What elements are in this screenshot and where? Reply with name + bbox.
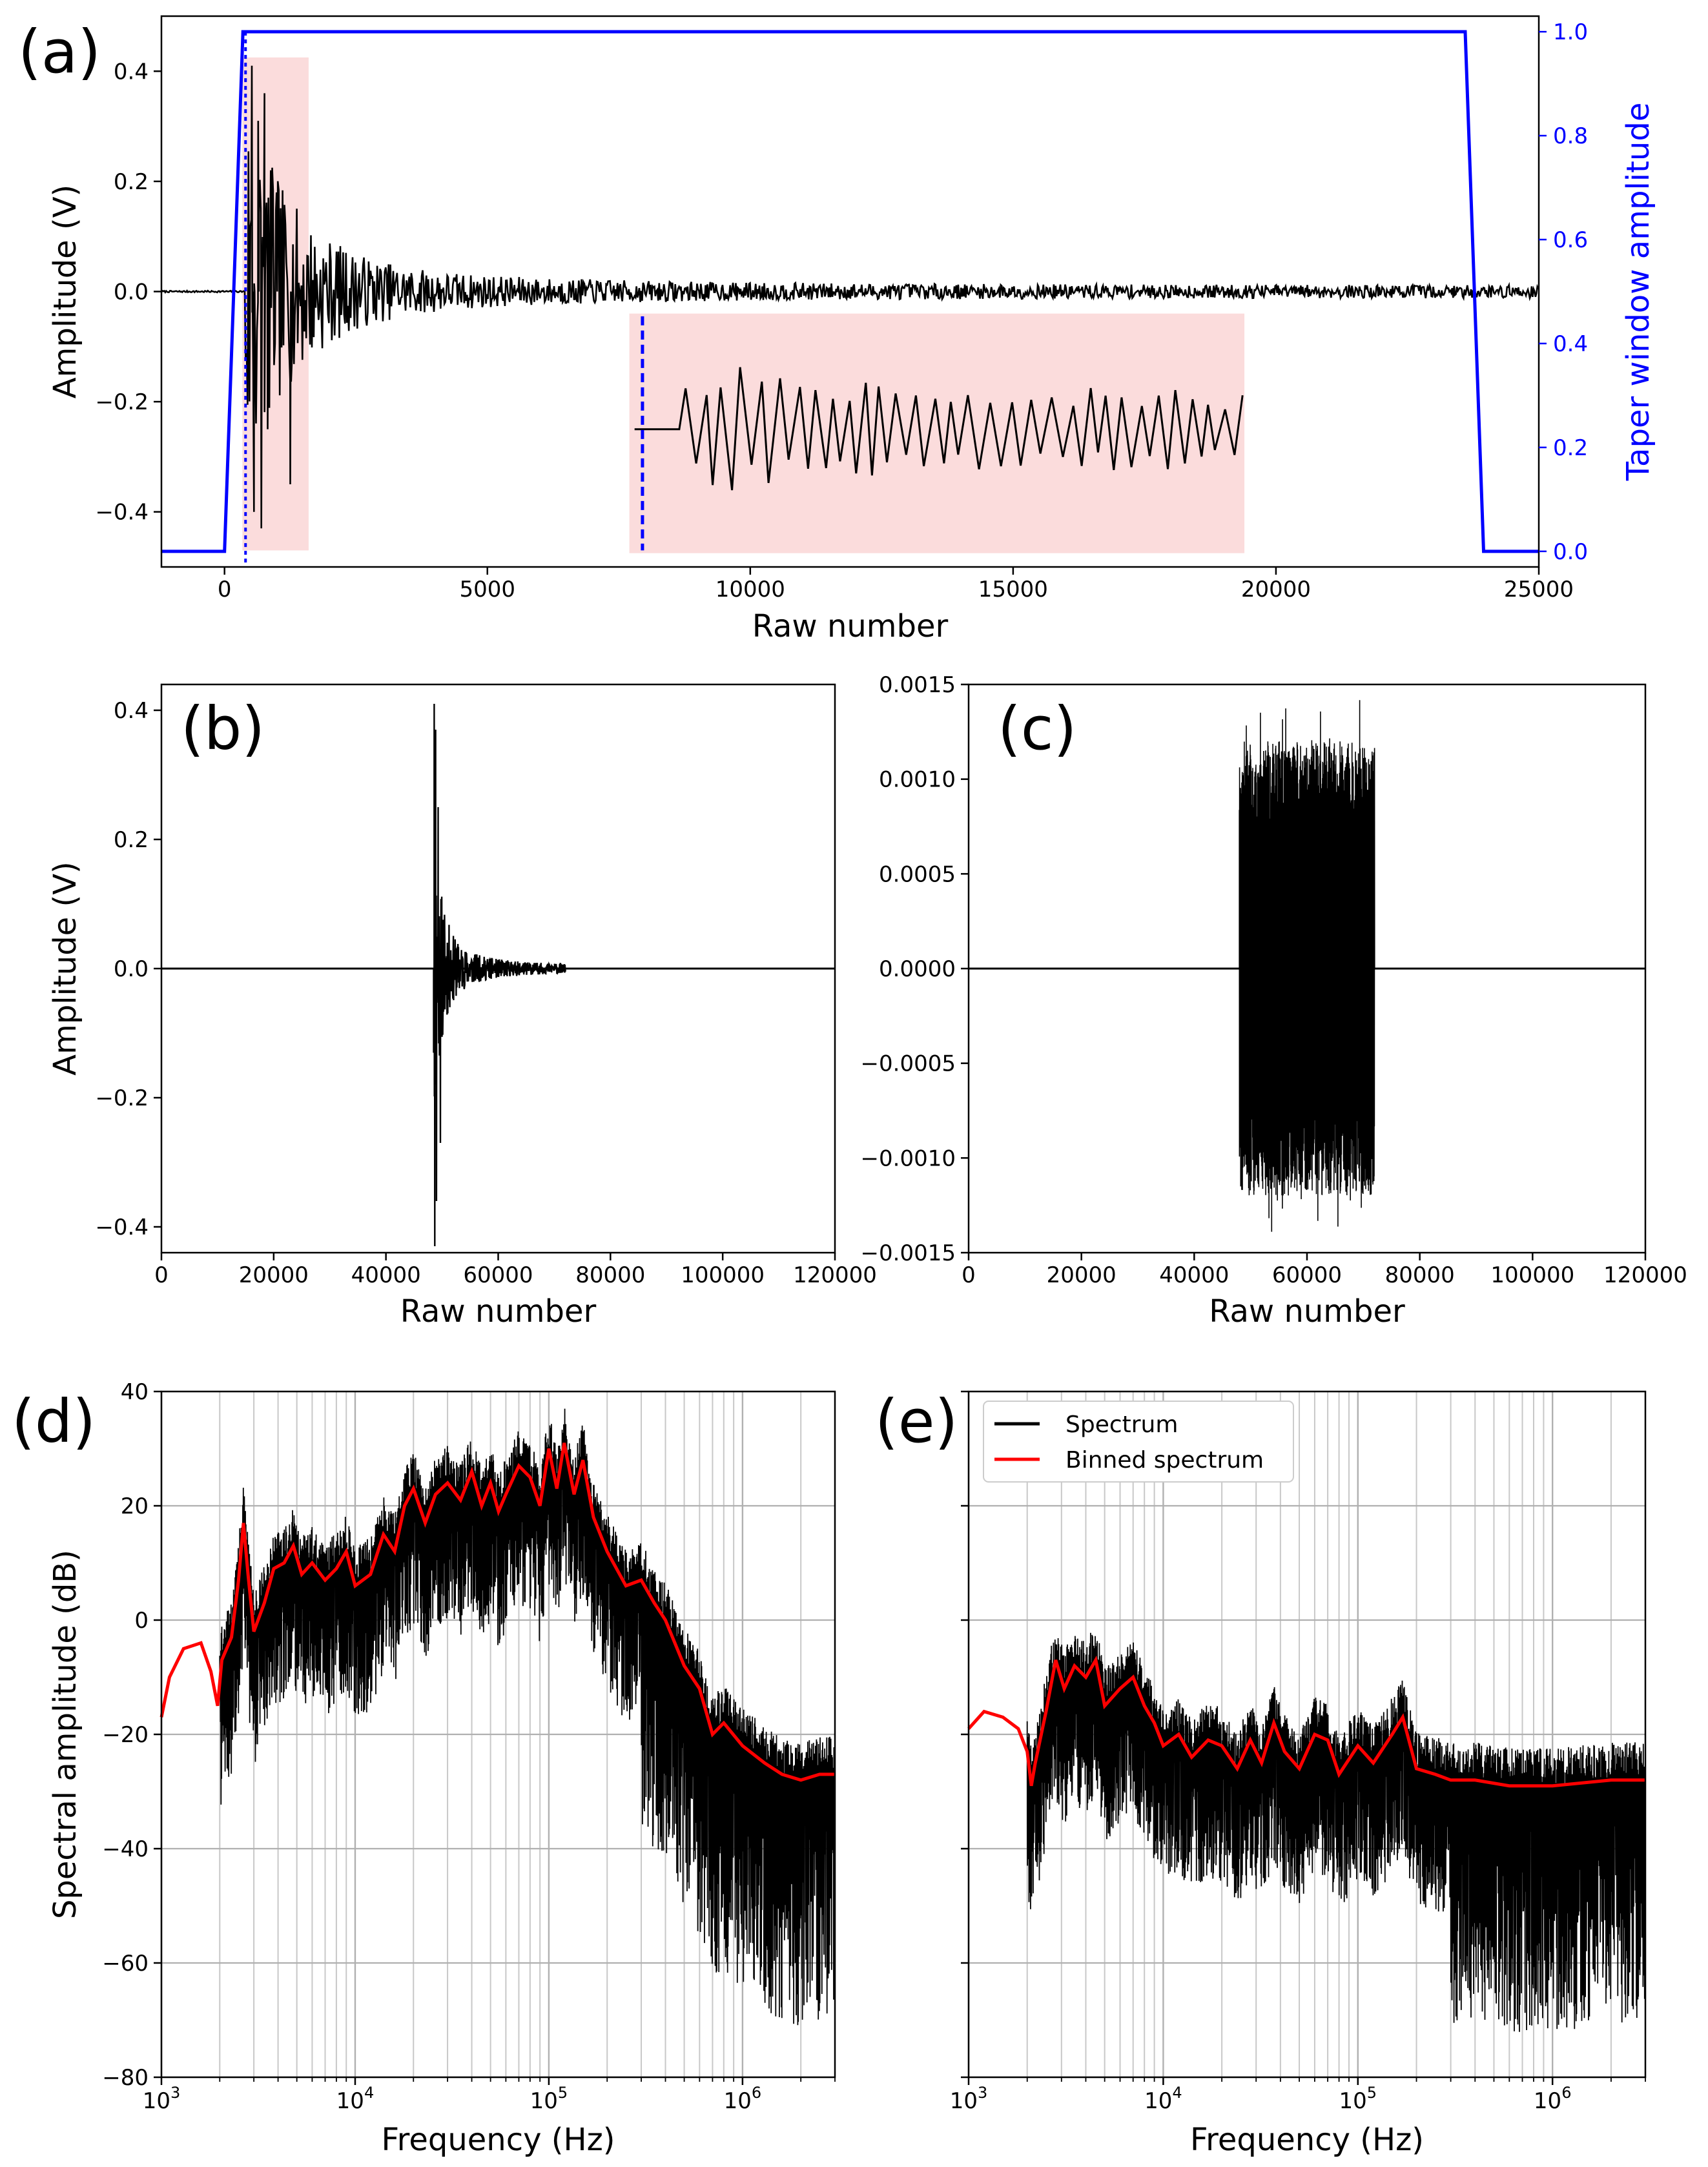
x-tick-label: 100000 xyxy=(1490,1262,1574,1288)
x-tick-label: 106 xyxy=(724,2084,762,2114)
y-tick-label: 20 xyxy=(121,1494,149,1519)
y-axis-label: Amplitude (V) xyxy=(47,185,83,399)
x-tick-label: 105 xyxy=(1339,2084,1377,2114)
spectrum-series xyxy=(219,1408,836,2026)
signal-series xyxy=(161,65,1539,529)
taper-window-series xyxy=(161,30,1539,553)
y-tick-label: −60 xyxy=(102,1951,149,1977)
x-tick-label: 120000 xyxy=(793,1262,877,1288)
panel-label: (e) xyxy=(875,1387,958,1456)
x-tick-label: 20000 xyxy=(1241,577,1311,602)
x-axis-label: Raw number xyxy=(400,1293,597,1330)
x-tick-label: 104 xyxy=(336,2084,375,2114)
legend: Spectrum Binned spectrum xyxy=(983,1401,1294,1483)
x-tick-label: 0 xyxy=(962,1262,976,1288)
y-tick-label: −0.2 xyxy=(95,389,149,415)
y-tick-label: 0.2 xyxy=(114,169,149,195)
signal-series xyxy=(1239,700,1375,1232)
y-axis-right-label: Taper window amplitude xyxy=(1620,103,1656,482)
x-tick-label: 104 xyxy=(1144,2084,1182,2114)
legend-entry-binned: Binned spectrum xyxy=(1065,1447,1264,1474)
x-tick-label: 103 xyxy=(143,2084,181,2114)
panel-a: 0 5000 10000 15000 20000 25000 −0.4 −0.2 0.0 0.2 0… xyxy=(18,15,1656,644)
x-tick-label: 0 xyxy=(154,1262,169,1288)
x-tick-label: 25000 xyxy=(1504,577,1574,602)
binned-spectrum-series xyxy=(967,1655,1645,1788)
y-tick-label: 40 xyxy=(121,1379,149,1405)
y-tick-label: −80 xyxy=(102,2065,149,2091)
inset-signal-series xyxy=(634,367,1244,491)
x-tick-label: 103 xyxy=(950,2084,988,2114)
y-tick-label: −20 xyxy=(102,1722,149,1748)
y-tick-label: −0.4 xyxy=(95,1215,149,1240)
x-tick-label: 0 xyxy=(218,577,232,602)
panel-e: 103 104 105 106 Frequency (Hz) (e) Spectrum… xyxy=(875,1387,1647,2158)
y-right-tick-label: 0.6 xyxy=(1553,227,1588,253)
panel-label: (a) xyxy=(18,17,101,87)
x-tick-label: 20000 xyxy=(1047,1262,1116,1288)
x-tick-label: 10000 xyxy=(715,577,785,602)
y-tick-label: 0.0010 xyxy=(879,767,956,793)
y-tick-label: 0.4 xyxy=(114,59,149,85)
y-tick-label: 0.2 xyxy=(114,827,149,853)
y-tick-label: 0 xyxy=(134,1608,149,1634)
signal-series xyxy=(433,703,566,1247)
x-tick-label: 60000 xyxy=(1272,1262,1342,1288)
y-tick-label: −0.4 xyxy=(95,500,149,526)
x-tick-label: 5000 xyxy=(459,577,515,602)
y-tick-label: −40 xyxy=(102,1836,149,1862)
panel-label: (b) xyxy=(181,694,265,763)
y-tick-label: −0.0005 xyxy=(861,1051,956,1077)
x-tick-label: 100000 xyxy=(681,1262,765,1288)
panel-label: (d) xyxy=(12,1387,96,1456)
y-right-tick-label: 0.8 xyxy=(1553,123,1588,149)
x-tick-label: 60000 xyxy=(463,1262,533,1288)
y-tick-label: 0.0015 xyxy=(879,672,956,698)
y-tick-label: 0.0005 xyxy=(879,861,956,887)
y-right-tick-label: 0.2 xyxy=(1553,435,1588,461)
x-tick-label: 80000 xyxy=(575,1262,645,1288)
x-tick-label: 40000 xyxy=(351,1262,421,1288)
panel-d: 103 104 105 106 −80 −60 −40 −20 0 20 40 Frequency … xyxy=(12,1379,836,2158)
y-tick-label: 0.0000 xyxy=(879,956,956,982)
y-axis-label: Spectral amplitude (dB) xyxy=(47,1550,83,1919)
y-axis-label: Amplitude (V) xyxy=(47,861,83,1076)
y-right-tick-label: 0.0 xyxy=(1553,539,1588,565)
binned-spectrum-series xyxy=(159,1443,835,1782)
x-tick-label: 80000 xyxy=(1385,1262,1455,1288)
y-tick-label: −0.2 xyxy=(95,1085,149,1111)
x-tick-label: 106 xyxy=(1534,2084,1572,2114)
y-tick-label: −0.0015 xyxy=(861,1240,956,1266)
x-tick-label: 15000 xyxy=(978,577,1048,602)
inset-shade xyxy=(629,313,1245,553)
y-right-tick-label: 0.4 xyxy=(1553,331,1588,357)
x-tick-label: 105 xyxy=(530,2084,568,2114)
legend-entry-spectrum: Spectrum xyxy=(1065,1412,1178,1438)
y-tick-label: −0.0010 xyxy=(861,1145,956,1171)
x-tick-label: 120000 xyxy=(1603,1262,1687,1288)
y-tick-label: 0.0 xyxy=(114,956,149,982)
legend-box xyxy=(983,1401,1294,1483)
x-axis-label: Frequency (Hz) xyxy=(1190,2122,1424,2158)
panel-c: 0 20000 40000 60000 80000 100000 120000 −0.0015… xyxy=(861,672,1687,1330)
spectrum-series xyxy=(1026,1632,1646,2032)
y-right-tick-label: 1.0 xyxy=(1553,19,1588,45)
x-tick-label: 40000 xyxy=(1159,1262,1229,1288)
x-axis-label: Raw number xyxy=(1209,1293,1405,1330)
panel-label: (c) xyxy=(998,694,1076,763)
panel-b: 0 20000 40000 60000 80000 100000 120000 −0.4 −0.… xyxy=(47,683,877,1330)
x-tick-label: 20000 xyxy=(239,1262,309,1288)
x-axis-label: Raw number xyxy=(752,608,949,644)
x-axis-label: Frequency (Hz) xyxy=(382,2122,615,2158)
y-tick-label: 0.0 xyxy=(114,280,149,305)
y-tick-label: 0.4 xyxy=(114,698,149,724)
